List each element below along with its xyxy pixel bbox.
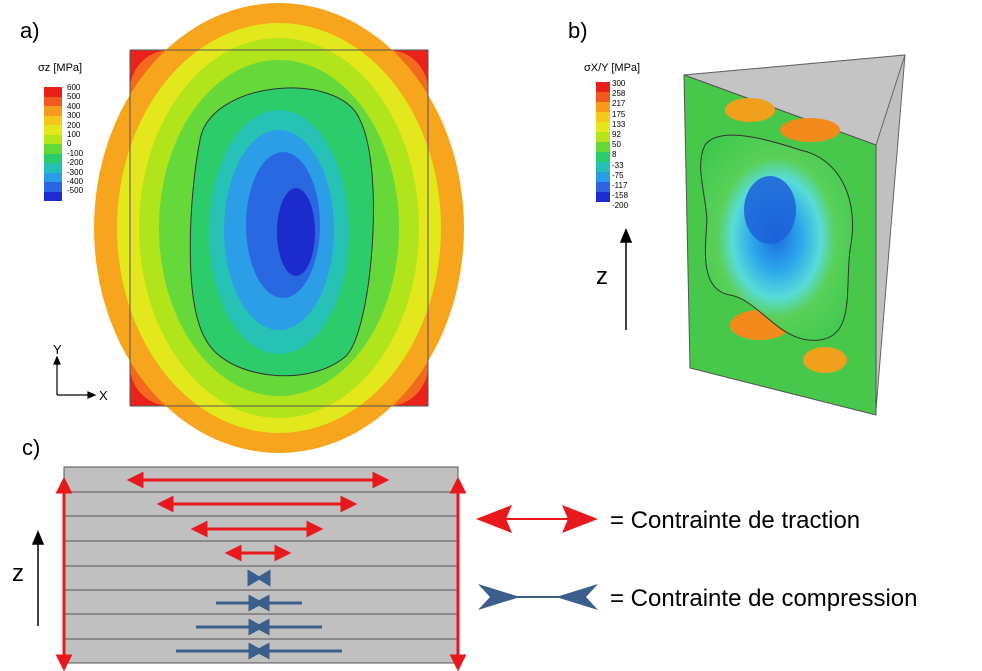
panel-c-label: c) bbox=[22, 435, 41, 460]
colorbar-segment bbox=[596, 172, 610, 182]
colorbar-segment bbox=[44, 87, 62, 97]
legend-tick-label: 300 bbox=[612, 79, 626, 88]
compression-key-arrow bbox=[478, 584, 598, 610]
panel-c-z-arrow bbox=[31, 530, 45, 626]
legend-b-colorbar bbox=[596, 82, 610, 202]
legend-tick-label: -75 bbox=[612, 170, 624, 180]
legend-tick-label: -300 bbox=[67, 167, 84, 177]
colorbar-segment bbox=[596, 102, 610, 112]
legend-tick-label: -200 bbox=[67, 158, 84, 168]
legend-tick-label: 258 bbox=[612, 89, 626, 99]
tension-arrows bbox=[55, 471, 467, 671]
panel-a-label: a) bbox=[20, 18, 40, 43]
colorbar-segment bbox=[44, 144, 62, 154]
colorbar-segment bbox=[596, 82, 610, 92]
legend-tick-label: -100 bbox=[67, 148, 84, 158]
axis-x-label: X bbox=[99, 388, 108, 403]
colorbar-segment bbox=[44, 125, 62, 135]
legend-tick-label: 600 bbox=[67, 83, 81, 92]
colorbar-segment bbox=[44, 115, 62, 125]
colorbar-segment bbox=[44, 182, 62, 192]
colorbar-segment bbox=[44, 106, 62, 116]
colorbar-segment bbox=[596, 122, 610, 132]
legend-tick-label: 300 bbox=[67, 111, 81, 121]
legend-tick-label: 100 bbox=[67, 130, 81, 139]
panel-b-z-arrow bbox=[619, 228, 633, 330]
panel-b-wedge bbox=[683, 54, 906, 416]
colorbar-segment bbox=[44, 163, 62, 173]
legend-tick-label: 0 bbox=[67, 139, 72, 149]
panel-b-z-label: z bbox=[596, 263, 608, 290]
legend-tick-label: -200 bbox=[612, 201, 629, 211]
axis-y-label: Y bbox=[53, 342, 62, 357]
colorbar-segment bbox=[596, 162, 610, 172]
legend-a-colorbar bbox=[44, 87, 62, 201]
legend-tick-label: -158 bbox=[612, 191, 629, 201]
legend-tick-label: 500 bbox=[67, 92, 81, 102]
legend-tick-label: 217 bbox=[612, 99, 626, 109]
colorbar-segment bbox=[44, 191, 62, 201]
panel-c-layers bbox=[63, 466, 459, 664]
legend-tick-label: 8 bbox=[612, 150, 617, 160]
legend-b-title: σX/Y [MPa] bbox=[584, 62, 641, 74]
colorbar-segment bbox=[44, 172, 62, 182]
colorbar-segment bbox=[596, 132, 610, 142]
legend-tick-label: -33 bbox=[612, 160, 624, 170]
compression-key-label: = Contrainte de compression bbox=[610, 585, 918, 612]
tension-key-label: = Contrainte de traction bbox=[610, 507, 861, 534]
legend-tick-label: -400 bbox=[67, 177, 84, 186]
colorbar-segment bbox=[44, 96, 62, 106]
colorbar-segment bbox=[44, 153, 62, 163]
colorbar-segment bbox=[596, 152, 610, 162]
panel-c-z-label: z bbox=[12, 560, 24, 587]
colorbar-segment bbox=[596, 92, 610, 102]
panel-b-label: b) bbox=[568, 18, 588, 43]
legend-tick-label: -117 bbox=[612, 181, 628, 190]
legend-tick-label: 92 bbox=[612, 130, 621, 139]
legend-tick-label: -500 bbox=[67, 186, 84, 196]
legend-tick-label: 133 bbox=[612, 119, 626, 129]
colorbar-segment bbox=[596, 112, 610, 122]
legend-tick-label: 400 bbox=[67, 101, 81, 111]
legend-a-title: σz [MPa] bbox=[38, 62, 83, 74]
compression-arrows bbox=[176, 569, 342, 660]
colorbar-segment bbox=[44, 134, 62, 144]
legend-tick-label: 175 bbox=[612, 109, 626, 119]
colorbar-segment bbox=[596, 192, 610, 202]
legend-tick-label: 200 bbox=[67, 120, 81, 130]
legend-tick-label: 50 bbox=[612, 140, 621, 150]
panel-a-contour-map bbox=[94, 3, 464, 453]
tension-key-arrow bbox=[476, 505, 598, 533]
xy-axis-triad bbox=[53, 355, 97, 399]
colorbar-segment bbox=[596, 142, 610, 152]
colorbar-segment bbox=[596, 182, 610, 192]
